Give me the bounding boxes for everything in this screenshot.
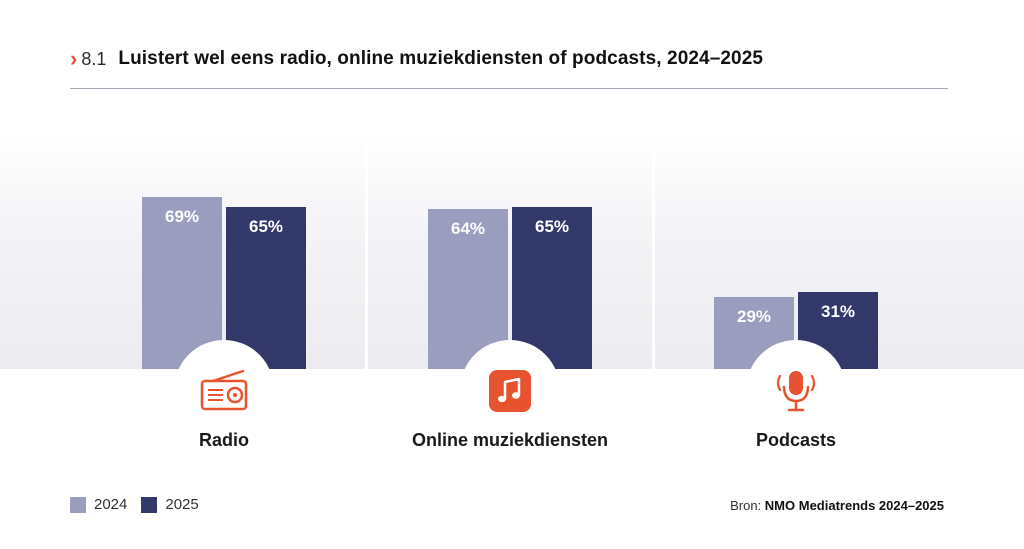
title-rule [70, 88, 948, 89]
icon-circle [174, 340, 274, 440]
source-note: Bron: NMO Mediatrends 2024–2025 [730, 498, 944, 513]
figure-number: 8.1 [81, 48, 107, 69]
legend-label: 2025 [165, 496, 199, 513]
chart-title: Luistert wel eens radio, online muziekdi… [118, 48, 764, 69]
source-prefix: Bron: [730, 498, 762, 513]
bar-value-label: 29% [736, 306, 772, 326]
bar-radio-2024: 69% [142, 196, 222, 369]
category-label-online-muziekdiensten: Online muziekdiensten [411, 430, 609, 450]
microphone-icon [774, 368, 818, 419]
bar-value-label: 65% [534, 216, 570, 236]
source-name: NMO Mediatrends 2024–2025 [764, 498, 944, 513]
legend-swatch-2025 [141, 496, 158, 513]
bar-value-label: 69% [164, 206, 200, 226]
legend-swatch-2024 [70, 496, 86, 513]
legend: 2024 2025 [70, 496, 213, 513]
music-note-icon [488, 369, 532, 418]
bar-value-label: 65% [248, 216, 284, 236]
legend-item-2025: 2025 [141, 496, 199, 513]
legend-label: 2024 [94, 496, 128, 513]
panel-divider [365, 131, 368, 369]
bar-value-label: 31% [820, 301, 856, 321]
legend-item-2024: 2024 [70, 496, 127, 513]
radio-icon [199, 369, 249, 418]
category-label-radio: Radio [198, 430, 249, 450]
category-label-podcasts: Podcasts [755, 430, 837, 450]
chart-header: › 8.1 Luistert wel eens radio, online mu… [70, 44, 763, 74]
bar-value-label: 64% [450, 219, 486, 238]
panel-divider [652, 131, 655, 369]
chevron-right-icon: › [70, 46, 78, 71]
